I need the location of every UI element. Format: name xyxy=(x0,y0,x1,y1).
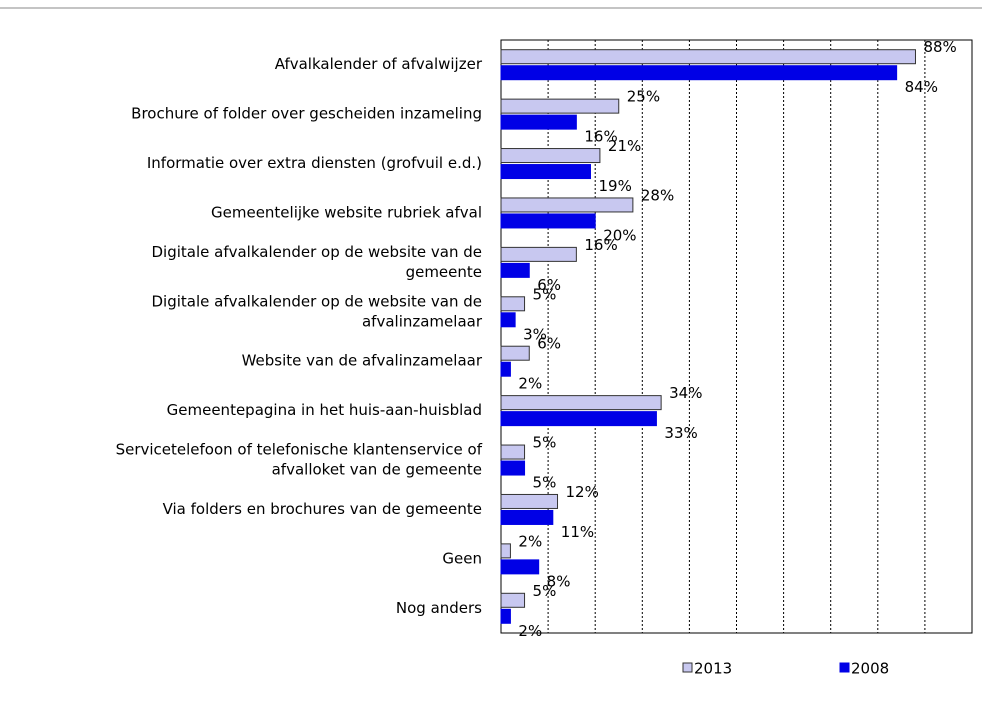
value-label: 8% xyxy=(547,572,571,590)
bar xyxy=(500,164,591,180)
category-label: Website van de afvalinzamelaar xyxy=(242,352,483,370)
bar xyxy=(500,411,657,427)
bar xyxy=(500,262,530,278)
category-label: afvalloket van de gemeente xyxy=(272,461,482,479)
value-label: 25% xyxy=(627,88,660,106)
bar xyxy=(500,197,634,213)
category-label: Gemeentepagina in het huis-aan-huisblad xyxy=(167,401,482,419)
category-label: Nog anders xyxy=(396,599,482,617)
category-label: Geen xyxy=(442,549,482,567)
value-label: 12% xyxy=(566,483,599,501)
bar xyxy=(500,559,540,575)
value-label: 6% xyxy=(537,276,561,294)
category-label: Via folders en brochures van de gemeente xyxy=(163,500,482,518)
value-label: 5% xyxy=(533,582,557,600)
legend-swatch xyxy=(682,662,693,673)
bar xyxy=(500,246,577,262)
bar xyxy=(500,543,511,559)
category-label: Brochure of folder over gescheiden inzam… xyxy=(131,105,482,123)
bar xyxy=(500,65,898,81)
bar xyxy=(500,493,559,509)
bar xyxy=(500,608,511,624)
category-label: Informatie over extra diensten (grofvuil… xyxy=(147,154,482,172)
category-label: gemeente xyxy=(406,263,482,281)
value-label: 5% xyxy=(533,434,557,452)
value-label: 2% xyxy=(518,532,542,550)
bar xyxy=(500,296,526,312)
bar xyxy=(500,114,577,130)
category-label: afvalinzamelaar xyxy=(362,312,483,330)
value-label: 6% xyxy=(537,335,561,353)
category-label: Gemeentelijke website rubriek afval xyxy=(211,203,482,221)
value-label: 2% xyxy=(518,622,542,640)
bar xyxy=(500,395,662,411)
bar xyxy=(500,213,596,229)
category-label: Afvalkalender of afvalwijzer xyxy=(275,55,483,73)
value-label: 88% xyxy=(923,38,956,56)
value-label: 11% xyxy=(561,523,594,541)
bar xyxy=(500,444,526,460)
legend-label: 2013 xyxy=(694,660,732,678)
value-label: 5% xyxy=(533,285,557,303)
bar xyxy=(500,49,916,65)
value-label: 21% xyxy=(608,137,641,155)
value-label: 5% xyxy=(533,474,557,492)
category-label: Digitale afvalkalender op de website van… xyxy=(151,292,482,310)
value-label: 2% xyxy=(518,375,542,393)
bar xyxy=(500,312,516,328)
value-label: 33% xyxy=(664,424,697,442)
category-label: Servicetelefoon of telefonische klantens… xyxy=(116,441,483,459)
value-label: 20% xyxy=(603,226,636,244)
value-label: 34% xyxy=(669,384,702,402)
value-label: 3% xyxy=(523,325,547,343)
bar xyxy=(500,345,530,361)
category-label: Digitale afvalkalender op de website van… xyxy=(151,243,482,261)
bar xyxy=(500,148,601,164)
bar xyxy=(500,509,554,525)
bar xyxy=(500,361,511,377)
value-label: 19% xyxy=(598,177,631,195)
value-label: 84% xyxy=(905,78,938,96)
legend-label: 2008 xyxy=(851,660,889,678)
bar xyxy=(500,592,526,608)
bar xyxy=(500,98,620,114)
value-label: 28% xyxy=(641,186,674,204)
plot-frame xyxy=(500,39,973,634)
value-label: 16% xyxy=(584,128,617,146)
bar xyxy=(500,460,526,476)
value-label: 16% xyxy=(584,236,617,254)
legend-swatch xyxy=(839,662,850,673)
